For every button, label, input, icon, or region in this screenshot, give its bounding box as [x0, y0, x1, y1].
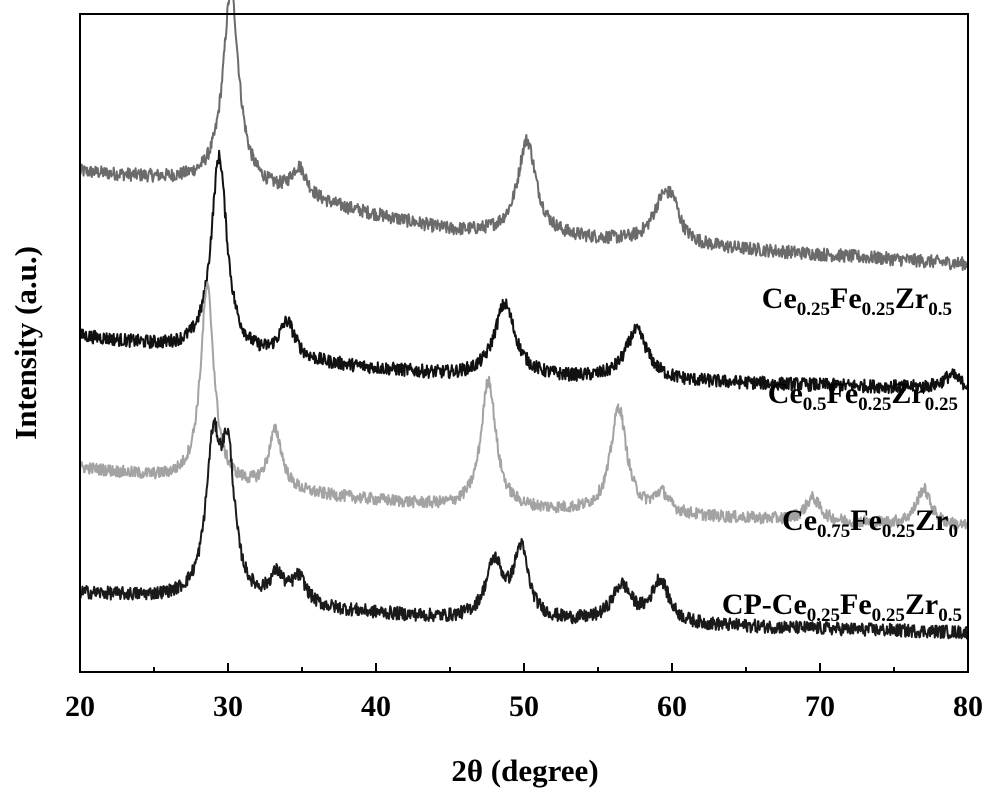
y-axis-title: Intensity (a.u.): [8, 246, 43, 440]
x-tick-label: 30: [213, 690, 243, 723]
x-tick-label: 40: [361, 690, 391, 723]
series-line: [80, 0, 968, 270]
x-axis-tick-labels: 20 30 40 50 60 70 80: [65, 690, 983, 723]
x-axis-ticks: [154, 663, 894, 672]
x-tick-label: 60: [657, 690, 687, 723]
series-label: Ce0.25Fe0.25Zr0.5: [762, 282, 952, 320]
series-label: Ce0.75Fe0.25Zr0: [782, 504, 958, 542]
x-tick-label: 80: [953, 690, 983, 723]
series-labels: Ce0.25Fe0.25Zr0.5 Ce0.5Fe0.25Zr0.25 Ce0.75…: [722, 282, 962, 626]
x-axis-title: 2θ (degree): [451, 753, 598, 788]
series-label: CP-Ce0.25Fe0.25Zr0.5: [722, 588, 962, 626]
plot-lines: [80, 0, 968, 639]
x-tick-label: 70: [805, 690, 835, 723]
series-label: Ce0.5Fe0.25Zr0.25: [768, 377, 958, 415]
x-tick-label: 50: [509, 690, 539, 723]
x-tick-label: 20: [65, 690, 95, 723]
